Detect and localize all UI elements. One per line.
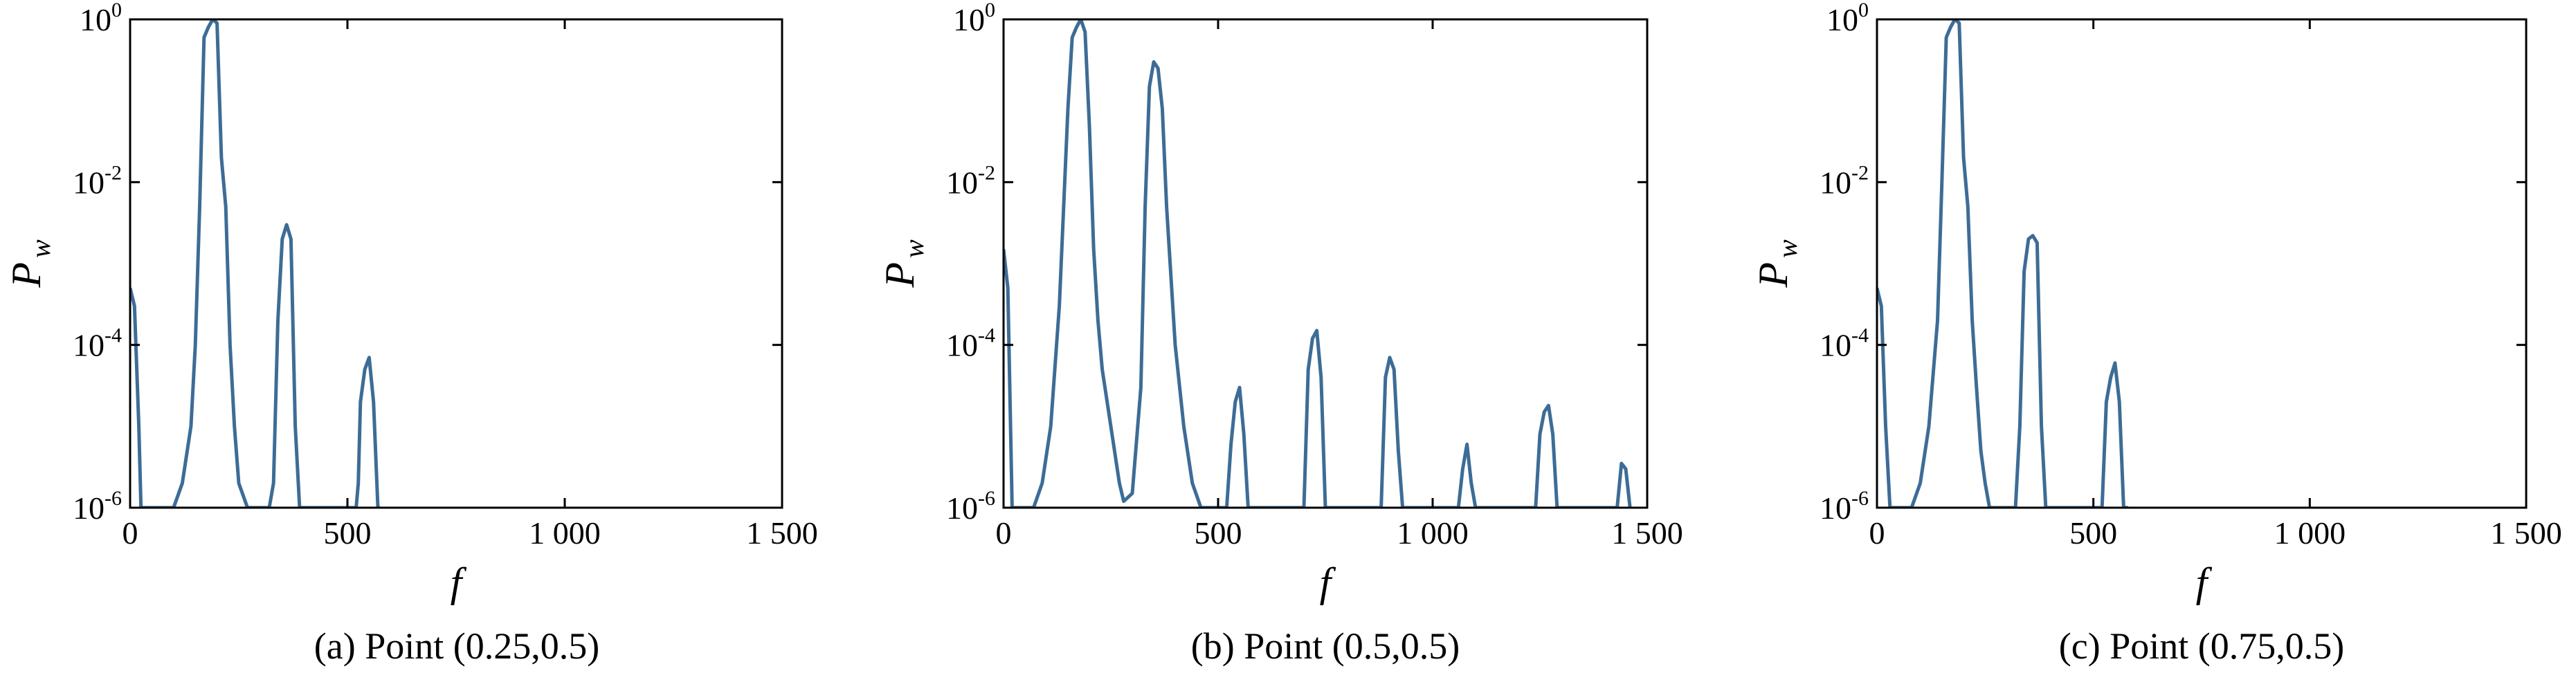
- x-axis-label: f: [2196, 560, 2213, 605]
- x-axis-label: f: [1320, 560, 1336, 605]
- y-tick-label: 10-6: [1820, 487, 1869, 526]
- y-axis-label: Pw: [1750, 239, 1803, 288]
- y-tick-label: 10-4: [1820, 324, 1869, 363]
- x-tick-label: 1 500: [1611, 515, 1683, 551]
- y-tick-label: 10-4: [73, 324, 122, 363]
- y-axis-label: Pw: [877, 239, 929, 288]
- y-tick-label: 10-6: [73, 487, 122, 526]
- y-tick-label: 10-4: [946, 324, 995, 363]
- plot-frame: [1876, 18, 2528, 509]
- x-tick-label: 500: [324, 515, 372, 551]
- x-tick-label: 500: [1195, 515, 1242, 551]
- x-axis-label: f: [451, 560, 467, 605]
- chart-panel-3: 0 500 1 000 1 500 10-6 10-4 10-2 100 f Pw (c) Poin…: [1750, 0, 2562, 667]
- panel-caption: (c) Point (0.75,0.5): [2059, 625, 2344, 667]
- x-tick-label: 0: [123, 515, 138, 551]
- y-tick-label: 100: [953, 0, 995, 37]
- x-tick-label: 1 500: [2490, 515, 2562, 551]
- series-line-1: [130, 19, 381, 508]
- plot-frame: [129, 18, 783, 509]
- y-tick-label: 10-2: [946, 161, 995, 200]
- x-tick-label: 0: [1869, 515, 1885, 551]
- chart-panel-2: 0 500 1 000 1 500 10-6 10-4 10-2 100 f Pw (b) Poin…: [877, 0, 1683, 667]
- x-tick-label: 500: [2069, 515, 2117, 551]
- series-line-1: [1004, 19, 1632, 508]
- x-tick-label: 1 500: [746, 515, 818, 551]
- y-tick-label: 100: [80, 0, 122, 37]
- y-axis-label: Pw: [3, 239, 56, 288]
- plot-frame: [1002, 18, 1649, 509]
- x-tick-label: 1 000: [529, 515, 601, 551]
- y-tick-label: 10-2: [73, 161, 122, 200]
- y-tick-label: 10-6: [946, 487, 995, 526]
- y-tick-label: 10-2: [1820, 161, 1869, 200]
- x-tick-label: 0: [996, 515, 1012, 551]
- chart-panel-1: 0 500 1 000 1 500 10-6 10-4 10-2 100 f Pw (a) Poin…: [3, 0, 818, 667]
- x-tick-label: 1 000: [2274, 515, 2346, 551]
- series-line-1: [1877, 19, 2128, 508]
- y-tick-label: 100: [1826, 0, 1869, 37]
- x-tick-label: 1 000: [1397, 515, 1469, 551]
- panel-caption: (a) Point (0.25,0.5): [314, 625, 599, 667]
- panel-caption: (b) Point (0.5,0.5): [1191, 625, 1460, 667]
